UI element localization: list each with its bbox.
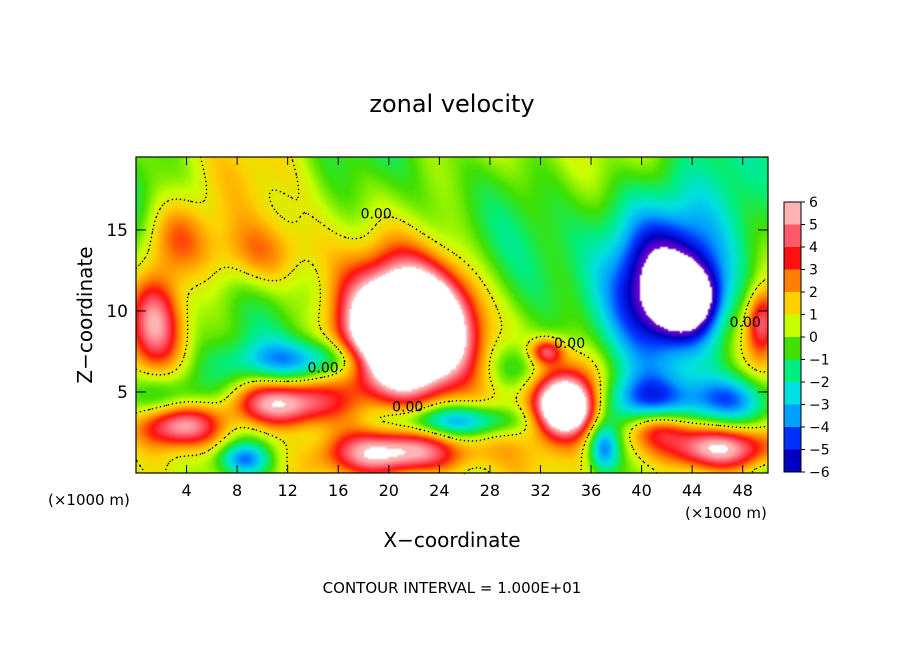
contour-label: 0.00 [361,207,392,223]
contour-interval-footer: CONTOUR INTERVAL = 1.000E+01 [323,579,582,597]
colorbar-swatch [784,292,801,315]
colorbar-label: 1 [809,308,818,324]
colorbar-swatch [784,449,801,473]
colorbar-label: 2 [809,285,818,301]
colorbar-swatch [784,247,801,270]
x-unit-label-left: (×1000 m) [48,491,130,509]
colorbar-label: −4 [809,420,830,436]
colorbar-label: −3 [809,398,830,414]
colorbar-swatch [784,202,801,225]
colorbar-label: −5 [809,443,830,459]
x-tick-label: 40 [631,481,651,500]
x-tick-label: 8 [232,481,242,500]
colorbar-swatch [784,314,801,338]
x-tick-label: 20 [379,481,399,500]
velocity-field-image [136,157,768,473]
colorbar: 6 5 4 3 2 1 0 −1 −2 −3 −4 −5 −6 [783,195,830,481]
colorbar-swatch [784,359,801,383]
x-tick-label: 48 [733,481,753,500]
contour-label: 0.00 [307,361,338,377]
colorbar-swatch [784,427,801,450]
y-tick-label: 10 [106,302,128,322]
x-tick-label: 16 [328,481,348,500]
x-tick-label: 12 [278,481,298,500]
y-tick-label: 5 [117,383,128,403]
colorbar-label: 6 [809,195,818,211]
x-tick-label: 24 [429,481,449,500]
colorbar-label: −1 [809,353,830,369]
plot-area: 0.00 0.00 0.00 0.00 0.00 [135,156,769,475]
colorbar-label: 5 [809,218,818,234]
x-tick-label: 36 [581,481,601,500]
colorbar-label: −6 [809,465,830,481]
contour-label: 0.00 [392,399,423,415]
x-axis-ticks: 4 8 12 16 20 24 28 32 36 40 44 48 [181,157,753,500]
x-tick-label: 4 [181,481,191,500]
plot-frame [135,156,769,474]
y-tick-label: 15 [106,221,128,241]
colorbar-label: 3 [809,263,818,279]
zero-contours: 0.00 0.00 0.00 0.00 0.00 [135,156,766,475]
colorbar-label: 0 [809,330,818,346]
colorbar-swatch [784,337,801,360]
colorbar-swatch [784,269,801,293]
colorbar-label: 4 [809,240,818,256]
y-axis-label: Z−coordinate [73,246,97,383]
x-tick-label: 32 [530,481,550,500]
x-tick-label: 44 [682,481,702,500]
chart-title: zonal velocity [369,90,534,118]
x-unit-label-right: (×1000 m) [685,504,767,522]
colorbar-swatch [784,404,801,428]
contour-label: 0.00 [730,315,761,331]
x-axis-label: X−coordinate [383,528,520,552]
colorbar-swatch [784,224,801,248]
y-axis-ticks: 5 10 15 [106,221,768,403]
x-tick-label: 28 [480,481,500,500]
contour-label: 0.00 [554,336,585,352]
colorbar-swatch [784,382,801,405]
colorbar-label: −2 [809,375,830,391]
